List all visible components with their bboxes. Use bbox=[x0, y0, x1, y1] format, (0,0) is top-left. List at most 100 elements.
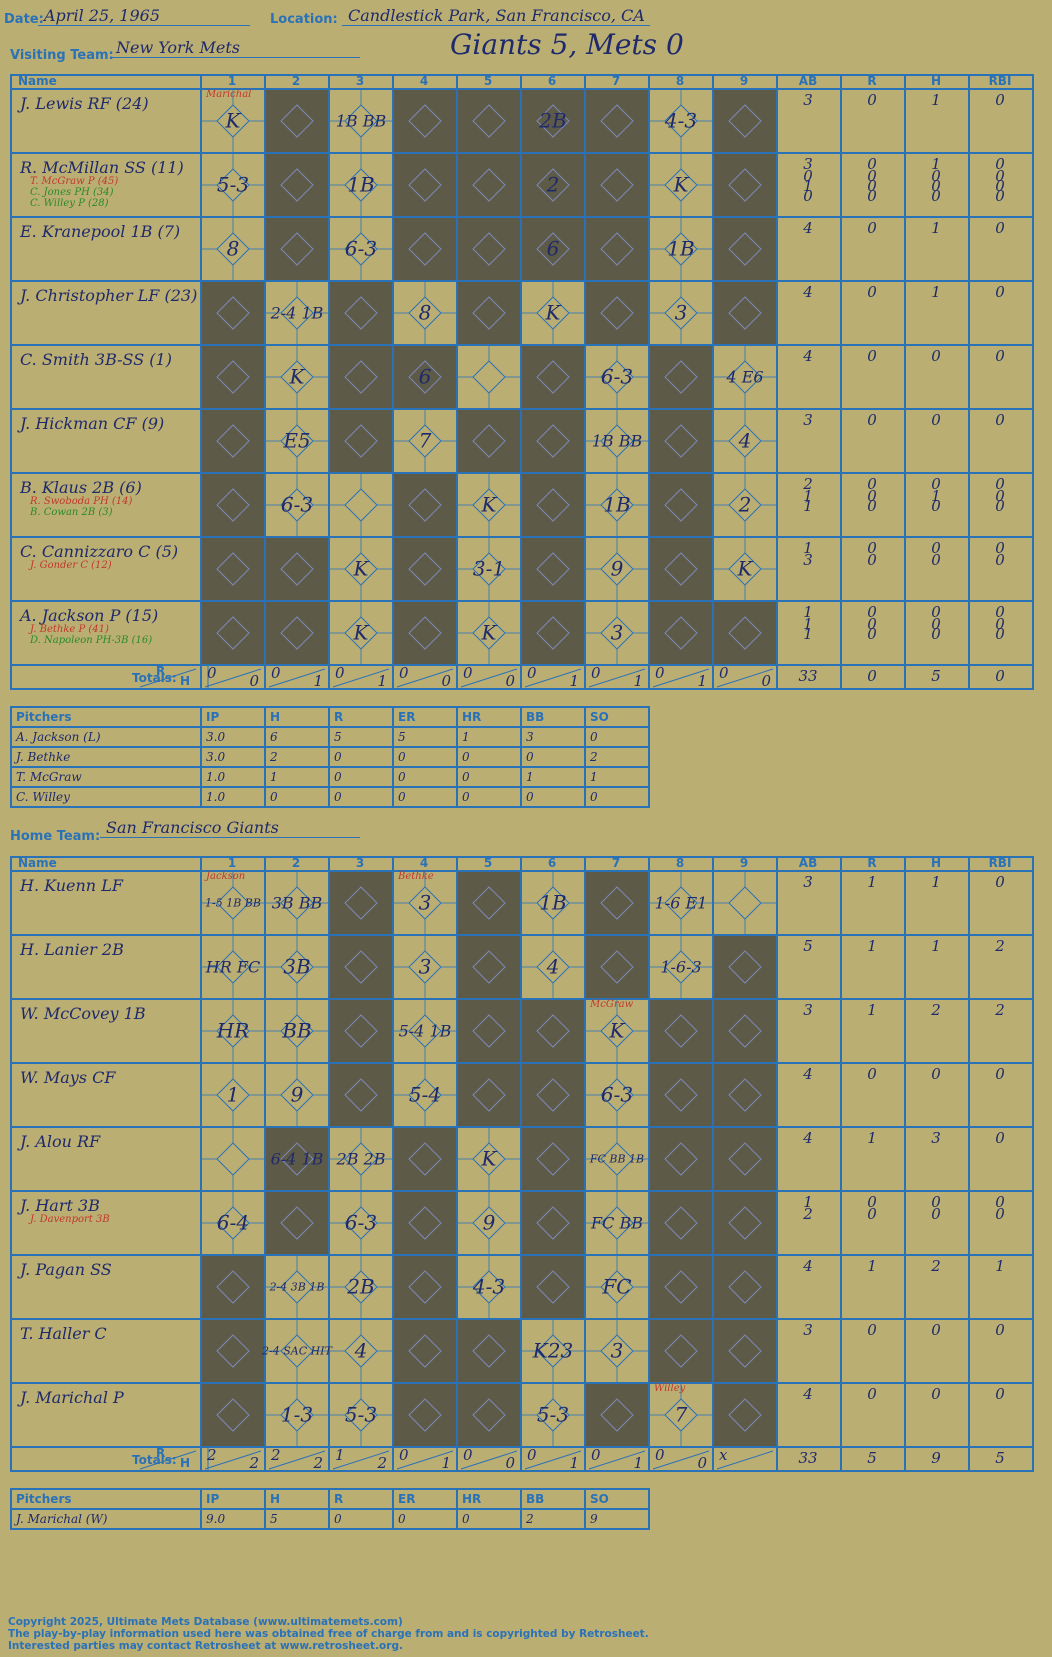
visitors-shaded-cell bbox=[521, 601, 585, 665]
home-base-diamond bbox=[344, 1014, 378, 1048]
home-shaded-cell bbox=[457, 999, 521, 1063]
visitors-play-text: 2 bbox=[738, 493, 752, 517]
home-team-label: Home Team: bbox=[10, 829, 101, 844]
home-stat-r: 0 bbox=[867, 1193, 877, 1211]
home-pitchers-cell: 0 bbox=[328, 1508, 394, 1530]
home-inning-header: 7 bbox=[612, 856, 620, 870]
visitors-stat-rbi: 0 bbox=[995, 539, 1005, 557]
home-base-diamond bbox=[216, 1142, 250, 1176]
visiting-pitchers-cell: 0 bbox=[456, 746, 522, 768]
home-stat-h: 1 bbox=[931, 937, 941, 955]
home-play-text: FC bbox=[601, 1275, 631, 1299]
visiting-team-label: Visiting Team: bbox=[10, 48, 114, 63]
visitors-play-text: 2B bbox=[538, 109, 566, 133]
home-inning-runs: 0 bbox=[463, 1446, 473, 1464]
visitors-inning-header: 5 bbox=[484, 74, 492, 88]
visitors-inning-total-slash bbox=[588, 668, 646, 688]
home-shaded-cell bbox=[585, 871, 649, 935]
home-play-text: 2B 2B bbox=[336, 1149, 386, 1168]
visitors-stat-r: 0 bbox=[867, 155, 877, 173]
home-stat-ab: 3 bbox=[803, 873, 813, 891]
visitors-inning-total-slash bbox=[716, 668, 774, 688]
visiting-pitchers-cell: 3 bbox=[520, 726, 586, 748]
visitors-shaded-cell bbox=[393, 217, 457, 281]
visitors-base-diamond bbox=[280, 104, 314, 138]
home-base-diamond bbox=[728, 1206, 762, 1240]
home-play-text: 1-6-3 bbox=[660, 957, 701, 976]
visitors-totals-slash bbox=[139, 668, 197, 688]
home-stat-header: H bbox=[931, 856, 941, 870]
home-base-diamond bbox=[600, 950, 634, 984]
visitors-sub-name: R. Swoboda PH (14) bbox=[29, 496, 133, 507]
home-shaded-cell bbox=[649, 1063, 713, 1127]
home-base-diamond bbox=[664, 1334, 698, 1368]
visitors-inning-total-slash bbox=[396, 668, 454, 688]
visitors-shaded-cell bbox=[265, 217, 329, 281]
visitors-stat-r: 0 bbox=[867, 539, 877, 557]
visitors-inning-hits: 0 bbox=[441, 672, 451, 690]
visiting-pitchers-row: A. Jackson (L) 3.0 6 5 5 1 3 0 bbox=[10, 726, 650, 748]
visitors-play-text: 1B bbox=[347, 173, 374, 197]
home-shaded-cell bbox=[649, 1127, 713, 1191]
visitors-stat-h: 0 bbox=[931, 625, 941, 643]
visitors-player-name: J. Hickman CF (9) bbox=[17, 414, 164, 433]
home-total-ab: 33 bbox=[798, 1449, 817, 1467]
home-base-diamond bbox=[600, 886, 634, 920]
visitors-base-diamond bbox=[536, 104, 570, 138]
visitors-inning-header: 8 bbox=[676, 74, 684, 88]
visitors-base-diamond bbox=[216, 296, 250, 330]
home-inning-hits: 2 bbox=[248, 1454, 259, 1472]
visitors-shaded-cell bbox=[393, 89, 457, 153]
visitors-base-diamond bbox=[408, 104, 442, 138]
visitors-inning-total-slash bbox=[268, 668, 326, 688]
visitors-stat-rbi: 0 bbox=[995, 625, 1005, 643]
visiting-pitchers-row: C. Willey 1.0 0 0 0 0 0 0 bbox=[10, 786, 650, 808]
visitors-inning-header: 2 bbox=[292, 74, 300, 88]
visitors-stat-ab: 4 bbox=[802, 283, 813, 301]
visitors-sub-name: T. McGraw P (45) bbox=[30, 176, 118, 187]
visitors-shaded-cell bbox=[585, 153, 649, 217]
home-totals-slash bbox=[139, 1450, 197, 1470]
home-play-text: K23 bbox=[532, 1339, 573, 1363]
home-play-text: 5-4 1B bbox=[399, 1021, 452, 1040]
home-inning-runs: 0 bbox=[527, 1446, 537, 1464]
home-base-diamond bbox=[216, 1334, 250, 1368]
home-shaded-cell bbox=[521, 999, 585, 1063]
visitors-stat-h: 0 bbox=[931, 411, 941, 429]
visiting-pitchers-header-cell: ER bbox=[392, 706, 458, 728]
home-base-diamond bbox=[344, 1078, 378, 1112]
visitors-stat-r: 0 bbox=[867, 475, 877, 493]
home-inning-runs: 0 bbox=[655, 1446, 665, 1464]
visitors-shaded-cell bbox=[201, 537, 265, 601]
home-inning-total-slash bbox=[460, 1450, 518, 1470]
visitors-inning-total-slash bbox=[460, 668, 518, 688]
home-inning-hits: 2 bbox=[376, 1454, 387, 1472]
home-shaded-cell bbox=[713, 1383, 777, 1447]
visitors-shaded-cell bbox=[393, 537, 457, 601]
visitors-base-diamond bbox=[408, 360, 442, 394]
visiting-pitchers-cell: 0 bbox=[520, 746, 586, 768]
home-base-diamond bbox=[472, 1014, 506, 1048]
home-inning-runs: 2 bbox=[270, 1446, 281, 1464]
date-value: April 25, 1965 bbox=[38, 6, 250, 26]
home-play-text: 1 bbox=[227, 1083, 240, 1107]
visiting-pitchers-cell: 0 bbox=[328, 786, 394, 808]
home-inning-total-slash bbox=[204, 1450, 262, 1470]
visitors-stat-ab: 1 bbox=[803, 177, 813, 195]
home-base-diamond bbox=[664, 1270, 698, 1304]
home-shaded-cell bbox=[649, 1191, 713, 1255]
home-stat-rbi: 0 bbox=[995, 1205, 1005, 1223]
home-base-diamond bbox=[536, 1078, 570, 1112]
visitors-inning-runs: 0 bbox=[527, 664, 537, 682]
visitors-base-diamond bbox=[728, 104, 762, 138]
home-inning-hits: 2 bbox=[312, 1454, 323, 1472]
footer-line-2: The play-by-play information used here w… bbox=[8, 1628, 649, 1640]
visitors-player-name: B. Klaus 2B (6) bbox=[19, 478, 142, 497]
home-base-diamond bbox=[408, 1270, 442, 1304]
visitors-stat-r: 0 bbox=[867, 219, 877, 237]
home-stat-rbi: 0 bbox=[995, 1129, 1005, 1147]
home-shaded-cell bbox=[457, 871, 521, 935]
home-play-text: 3B BB bbox=[272, 893, 323, 912]
visitors-base-diamond bbox=[536, 552, 570, 586]
